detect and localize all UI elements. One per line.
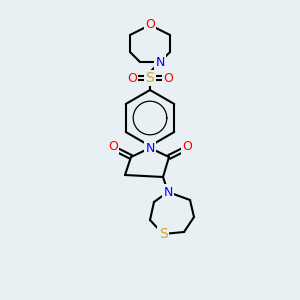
Text: N: N (155, 56, 165, 68)
Text: N: N (163, 185, 173, 199)
Text: O: O (127, 71, 137, 85)
Text: O: O (163, 71, 173, 85)
Text: O: O (145, 19, 155, 32)
Text: S: S (146, 71, 154, 85)
Text: O: O (182, 140, 192, 154)
Text: S: S (159, 227, 167, 241)
Text: N: N (145, 142, 155, 154)
Text: O: O (108, 140, 118, 154)
